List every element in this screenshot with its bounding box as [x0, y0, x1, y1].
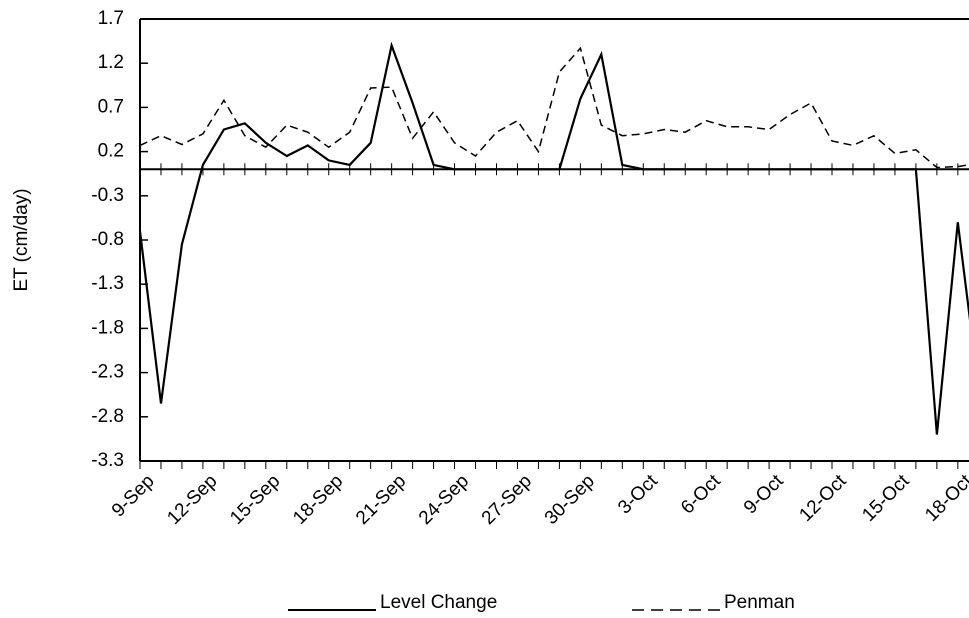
- x-tick-label: 21-Sep: [352, 471, 410, 529]
- plot-area: [140, 41, 969, 435]
- y-axis-label: ET (cm/day): [11, 188, 32, 291]
- x-tick-label: 12-Oct: [795, 470, 851, 526]
- x-tick-label: 12-Sep: [163, 471, 221, 529]
- x-tick-label: 9-Oct: [740, 470, 788, 518]
- y-tick-label: -1.8: [91, 317, 124, 338]
- y-tick-label: -0.8: [91, 229, 124, 250]
- x-tick-label: 9-Sep: [108, 471, 159, 522]
- x-tick-label: 15-Oct: [858, 470, 914, 526]
- y-tick-label: -3.3: [91, 450, 124, 471]
- x-tick-label: 3-Oct: [614, 470, 662, 518]
- x-tick-label: 6-Oct: [677, 470, 725, 518]
- x-tick-label: 24-Sep: [415, 471, 473, 529]
- series-line: [140, 46, 969, 169]
- y-tick-label: -0.3: [91, 185, 124, 206]
- y-tick-label: -1.3: [91, 273, 124, 294]
- y-tick-label: 0.7: [98, 96, 124, 117]
- y-tick-label: 1.2: [98, 52, 124, 73]
- y-tick-label: -2.8: [91, 406, 124, 427]
- y-tick-label: 0.2: [98, 141, 124, 162]
- x-tick-label: 18-Sep: [289, 471, 347, 529]
- legend-label: Penman: [724, 592, 795, 613]
- x-tick-label: 18-Oct: [921, 470, 969, 526]
- x-tick-label: 27-Sep: [478, 471, 536, 529]
- x-tick-label: 15-Sep: [226, 471, 284, 529]
- legend-label: Level Change: [380, 592, 497, 613]
- y-tick-label: -2.3: [91, 362, 124, 383]
- series-line: [140, 41, 969, 435]
- x-tick-label: 30-Sep: [541, 471, 599, 529]
- y-tick-label: 1.7: [98, 8, 124, 29]
